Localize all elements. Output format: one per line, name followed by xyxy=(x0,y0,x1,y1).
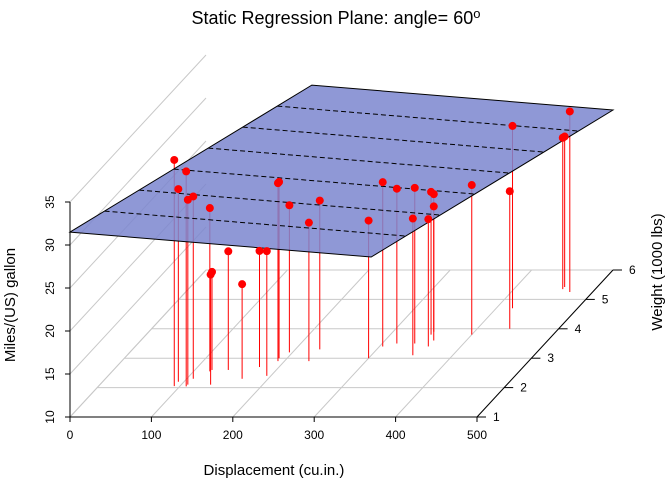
data-point xyxy=(224,247,233,256)
y-tick-label: 15 xyxy=(43,367,57,381)
depth-axis-label: Weight (1000 lbs) xyxy=(649,213,666,330)
floor-grid-line xyxy=(313,269,451,418)
wall-grid-line xyxy=(69,54,207,203)
depth-axis-line xyxy=(476,269,614,418)
wall-grid-line xyxy=(69,226,207,375)
floor-grid-line xyxy=(232,269,370,418)
data-point xyxy=(174,185,183,194)
floor-grid-line xyxy=(151,269,288,418)
data-point xyxy=(558,133,567,142)
y-axis-label: Miles/(US) gallon xyxy=(2,248,19,362)
data-point xyxy=(565,107,574,116)
depth-tick-label: 6 xyxy=(629,263,636,277)
data-point xyxy=(255,246,264,255)
data-point xyxy=(508,121,517,130)
data-points xyxy=(170,107,574,289)
depth-tick-label: 4 xyxy=(575,322,582,336)
x-tick-label: 100 xyxy=(141,428,161,442)
data-point xyxy=(183,195,192,204)
plane-surface xyxy=(68,84,615,258)
depth-tick-label: 3 xyxy=(547,351,554,365)
data-point xyxy=(378,178,387,187)
x-tick-label: 0 xyxy=(67,428,74,442)
chart-title: Static Regression Plane: angle= 60o xyxy=(192,6,481,28)
data-point xyxy=(364,216,373,225)
plane-grid-line xyxy=(173,168,475,195)
data-point xyxy=(424,215,433,224)
data-point xyxy=(262,247,271,256)
data-point xyxy=(427,187,436,196)
x-tick-label: 400 xyxy=(386,428,406,442)
data-point xyxy=(505,187,514,196)
depth-tick-label: 5 xyxy=(602,292,609,306)
data-point xyxy=(170,155,179,164)
y-tick-label: 35 xyxy=(43,195,57,209)
x-tick-label: 500 xyxy=(467,428,487,442)
y-tick-label: 30 xyxy=(43,238,57,252)
data-point xyxy=(467,181,476,190)
regression-plane xyxy=(68,84,615,258)
data-point xyxy=(429,202,438,211)
data-point xyxy=(315,196,324,205)
depth-tick-label: 2 xyxy=(520,381,527,395)
floor-grid-line xyxy=(395,269,532,418)
data-point xyxy=(410,183,419,192)
data-point xyxy=(273,179,282,188)
data-point xyxy=(285,201,294,210)
y-tick-label: 10 xyxy=(43,410,57,424)
plane-grid-line xyxy=(104,210,406,237)
wall-grid-line xyxy=(69,269,207,418)
depth-tick-label: 1 xyxy=(493,410,500,424)
axes xyxy=(65,201,622,422)
y-tick-label: 20 xyxy=(43,324,57,338)
data-point xyxy=(304,218,313,227)
data-point xyxy=(392,184,401,193)
tick-labels: 0 100 200 300 400 500 10 15 20 25 30 35 1 2 3 4 5 6 xyxy=(43,195,636,442)
data-point xyxy=(206,270,215,279)
plane-grid-line xyxy=(242,126,544,153)
plane-grid-line xyxy=(139,189,441,216)
data-point xyxy=(182,167,191,176)
x-axis-label: Displacement (cu.in.) xyxy=(204,462,345,479)
x-tick-label: 200 xyxy=(223,428,243,442)
x-tick-label: 300 xyxy=(304,428,324,442)
data-point xyxy=(205,204,214,213)
y-tick-label: 25 xyxy=(43,281,57,295)
plane-grid-line xyxy=(208,147,510,174)
data-point xyxy=(408,214,417,223)
plane-grid-line xyxy=(277,105,579,132)
data-point xyxy=(238,280,247,289)
